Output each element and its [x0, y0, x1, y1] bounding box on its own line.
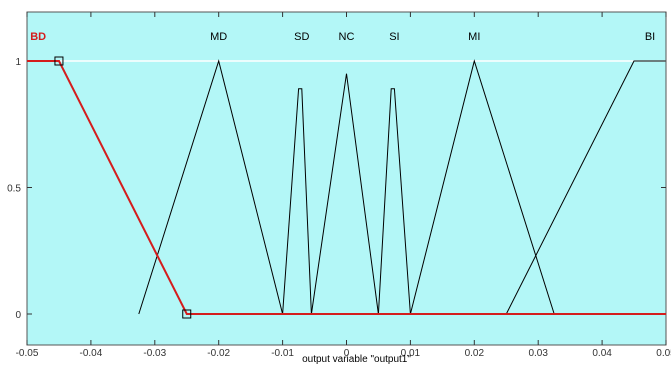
x-tick-label: -0.02	[207, 348, 230, 359]
x-tick-label: 0.04	[592, 348, 612, 359]
x-tick-label: -0.01	[271, 348, 294, 359]
mf-label-nc: NC	[339, 31, 355, 43]
x-tick-label: -0.05	[16, 348, 39, 359]
mf-label-si: SI	[389, 31, 399, 43]
x-axis-title: output variable "output1"	[302, 354, 411, 365]
mf-curve-md[interactable]	[138, 59, 284, 315]
x-tick-label: 0.02	[465, 348, 485, 359]
plot-area	[26, 11, 667, 346]
mf-label-bd: BD	[30, 31, 46, 43]
mf-curve-si[interactable]	[377, 88, 411, 315]
x-tick-label: 0.01	[401, 348, 421, 359]
x-tick-label: -0.03	[143, 348, 166, 359]
x-tick-label: 0	[344, 348, 350, 359]
x-tick-label: 0.03	[528, 348, 548, 359]
y-tick-label: 0	[15, 310, 21, 321]
mf-drag-handle[interactable]	[54, 56, 64, 66]
mf-curve-mi[interactable]	[409, 59, 555, 315]
mf-curve-bd[interactable]	[27, 60, 666, 315]
mf-curve-nc[interactable]	[310, 73, 379, 315]
mf-drag-handle[interactable]	[182, 309, 192, 319]
y-tick-label: 1	[15, 57, 21, 68]
x-tick-label: 0.05	[656, 348, 671, 359]
mf-label-mi: MI	[468, 31, 480, 43]
mf-label-sd: SD	[294, 31, 309, 43]
mf-label-bi: BI	[645, 31, 655, 43]
mf-curve-sd[interactable]	[282, 88, 312, 315]
y-tick-label: 0.5	[7, 184, 21, 195]
mf-label-md: MD	[210, 31, 227, 43]
mf-curve-bi[interactable]	[505, 60, 666, 315]
x-tick-label: -0.04	[80, 348, 103, 359]
